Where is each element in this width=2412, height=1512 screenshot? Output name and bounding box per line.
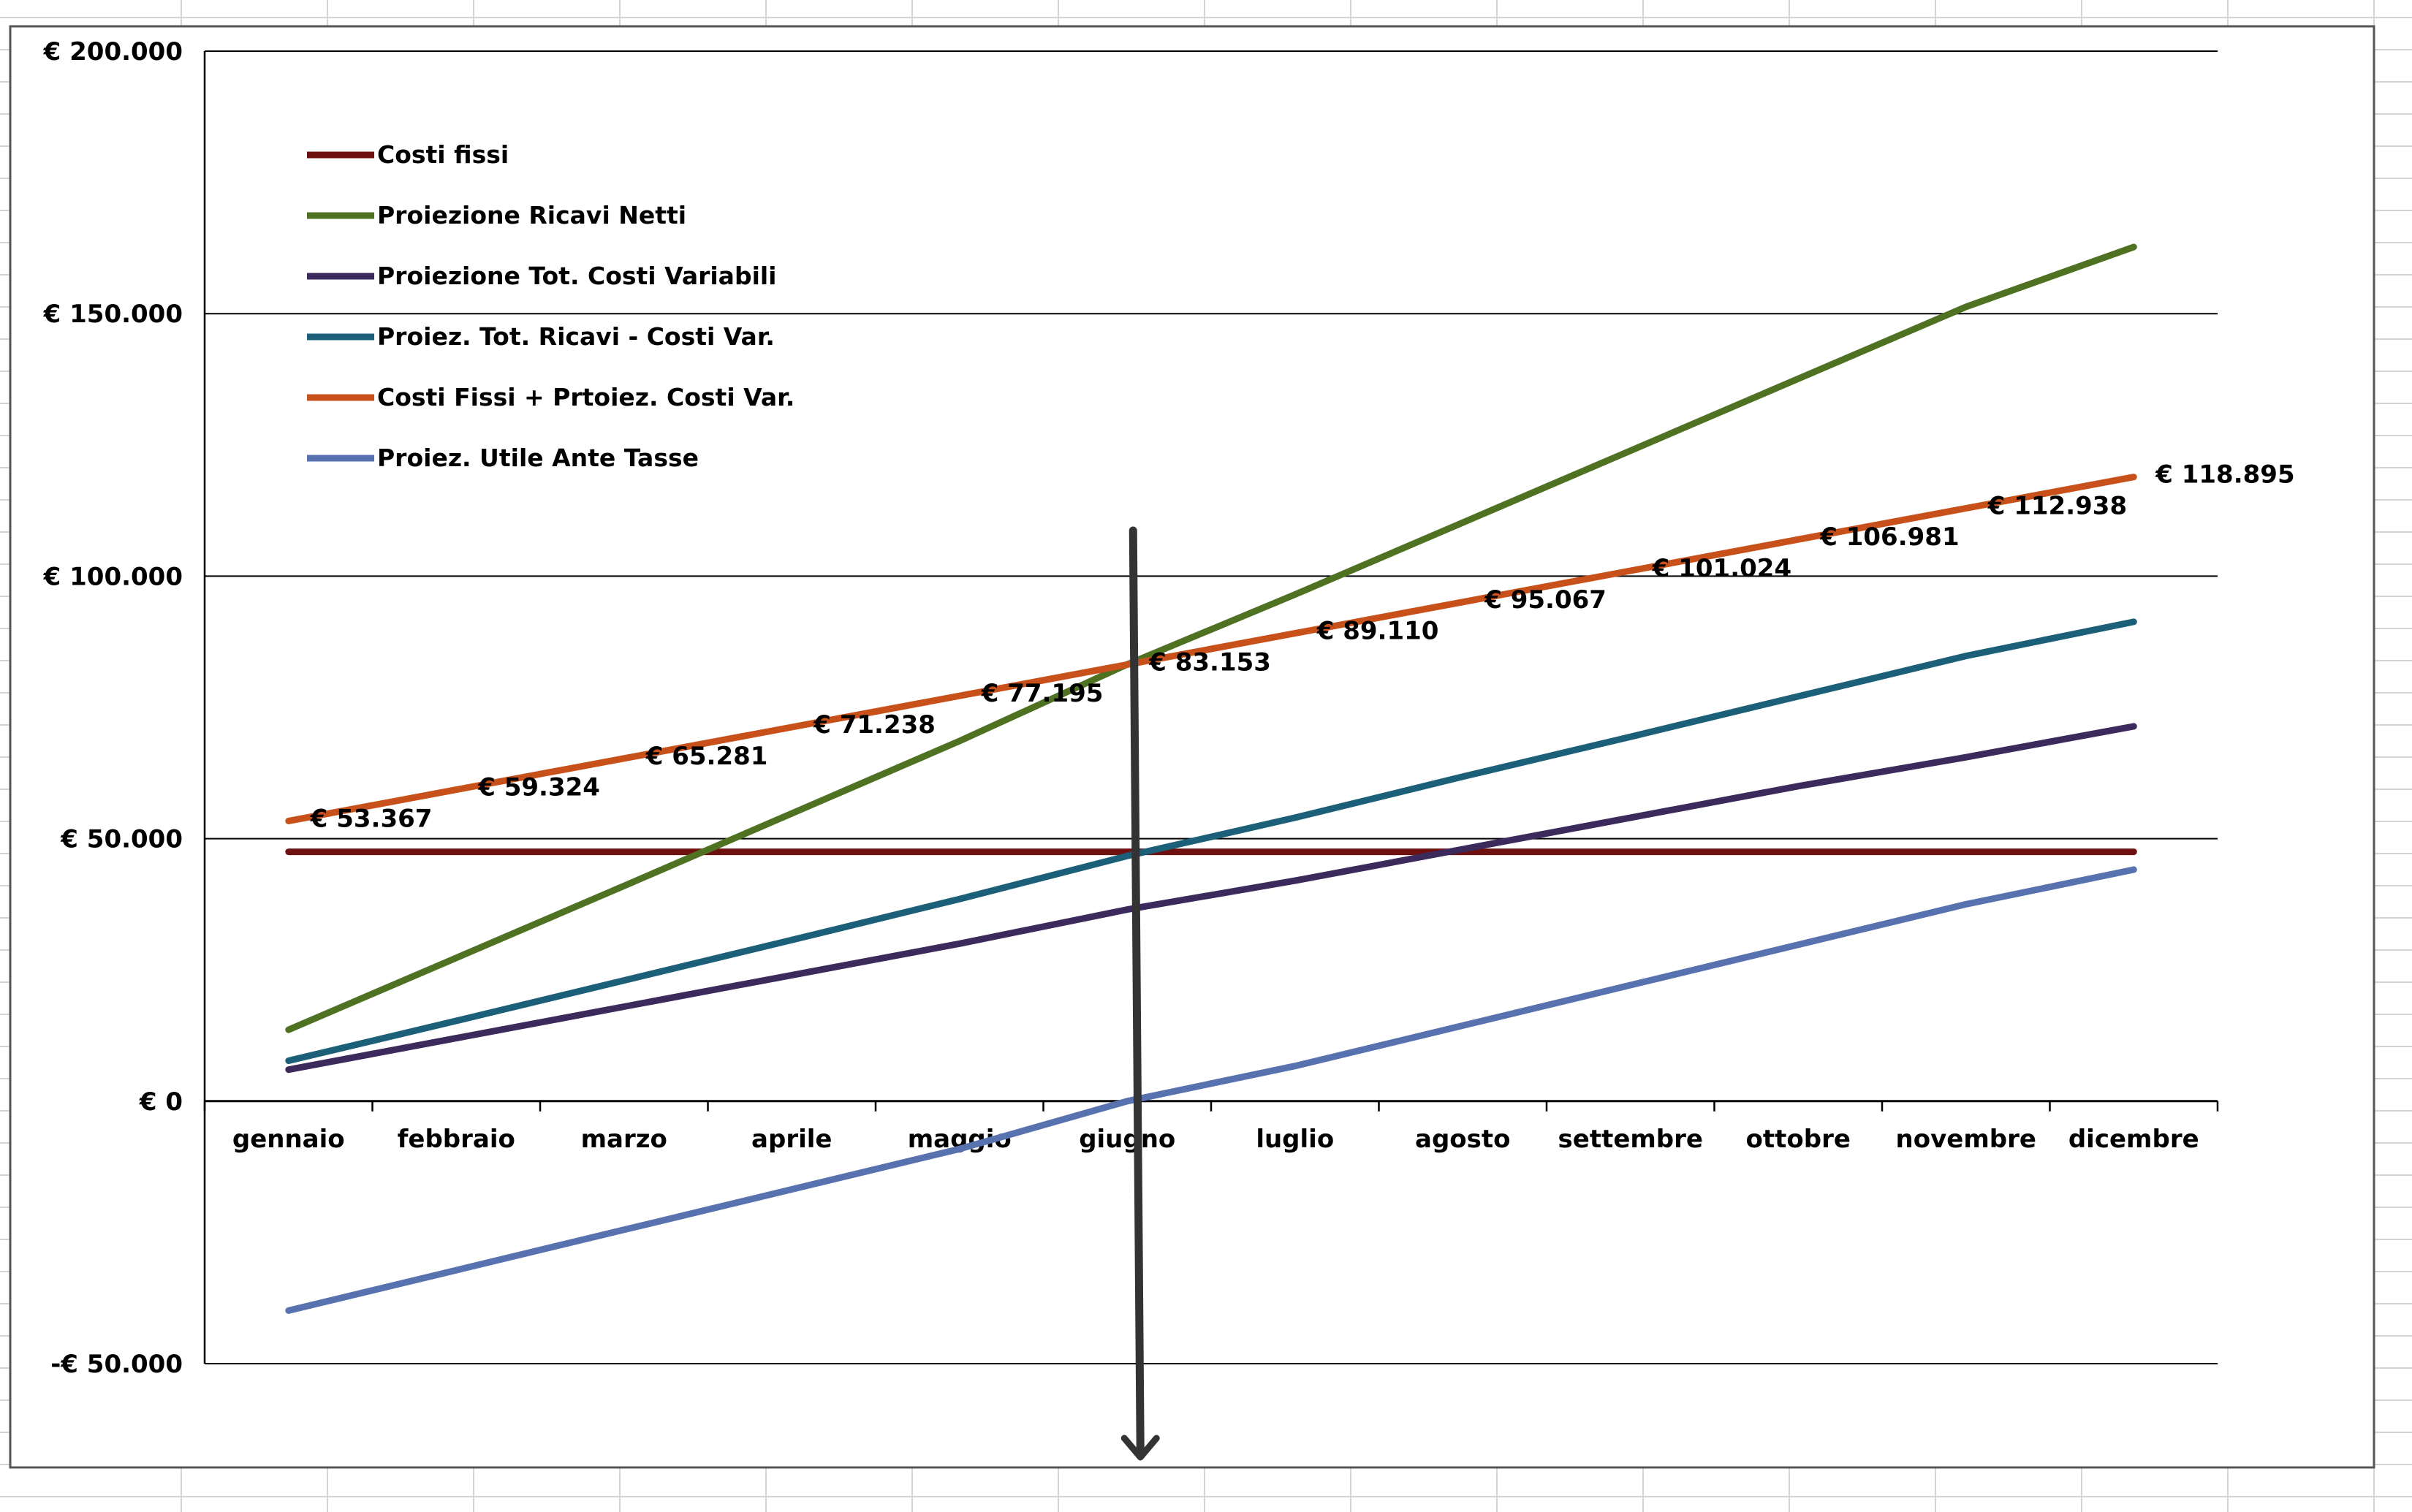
x-tick-label: dicembre — [2068, 1125, 2199, 1154]
data-label: € 59.324 — [477, 773, 600, 802]
y-tick-label: € 100.000 — [43, 562, 183, 591]
y-tick-label: € 50.000 — [60, 825, 183, 854]
legend-label: Costi Fissi + Prtoiez. Costi Var. — [377, 383, 794, 411]
x-tick-label: febbraio — [398, 1125, 515, 1154]
series-line[interactable] — [285, 866, 2137, 1314]
x-tick-label: novembre — [1896, 1125, 2036, 1154]
data-label: € 71.238 — [813, 710, 936, 740]
data-label: € 106.981 — [1819, 523, 1959, 552]
legend-label: Proiez. Tot. Ricavi - Costi Var. — [377, 322, 775, 351]
series-line[interactable] — [285, 474, 2137, 824]
x-tick-label: marzo — [581, 1125, 667, 1154]
y-tick-label: € 0 — [139, 1087, 183, 1117]
x-tick-label: luglio — [1256, 1125, 1334, 1154]
y-tick-label: € 150.000 — [43, 300, 183, 329]
data-label: € 65.281 — [645, 742, 768, 771]
data-label: € 95.067 — [1484, 585, 1607, 615]
x-tick-label: settembre — [1558, 1125, 1703, 1154]
legend-label: Proiezione Tot. Costi Variabili — [377, 262, 777, 290]
x-tick-label: gennaio — [232, 1125, 345, 1154]
data-label: € 77.195 — [981, 679, 1104, 708]
x-tick-label: ottobre — [1746, 1125, 1851, 1154]
data-label: € 53.367 — [310, 804, 433, 833]
chart-area — [9, 25, 2375, 1469]
break-even-arrow — [1129, 526, 1145, 1457]
data-label: € 112.938 — [1987, 491, 2127, 520]
x-tick-label: agosto — [1415, 1125, 1511, 1154]
break-even-arrow-head — [1120, 1435, 1160, 1461]
series-line[interactable] — [285, 723, 2137, 1074]
y-tick-label: -€ 50.000 — [50, 1350, 183, 1379]
legend-label: Proiez. Utile Ante Tasse — [377, 444, 699, 472]
series-line[interactable] — [285, 243, 2137, 1033]
data-label: € 101.024 — [1652, 554, 1791, 583]
y-tick-label: € 200.000 — [43, 37, 183, 67]
x-tick-label: aprile — [751, 1125, 832, 1154]
legend-label: Costi fissi — [377, 140, 509, 169]
series-line[interactable] — [285, 618, 2137, 1064]
legend-label: Proiezione Ricavi Netti — [377, 201, 686, 229]
data-label: € 89.110 — [1316, 617, 1439, 646]
data-label: € 118.895 — [2155, 460, 2294, 490]
x-tick-label: giugno — [1079, 1125, 1175, 1154]
data-label: € 83.153 — [1148, 647, 1271, 677]
